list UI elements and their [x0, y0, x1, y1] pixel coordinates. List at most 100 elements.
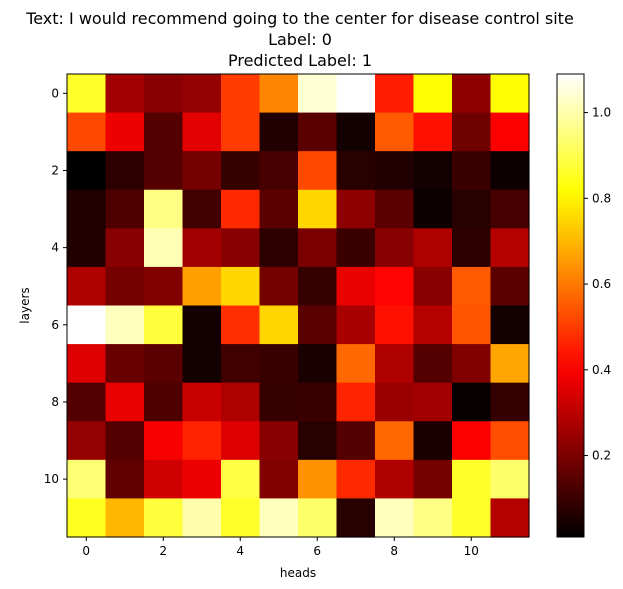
heatmap-cells [67, 74, 530, 538]
heatmap-cell [490, 344, 530, 384]
heatmap-cell [452, 189, 492, 229]
heatmap-cell [413, 305, 453, 345]
heatmap-cell [182, 74, 222, 114]
heatmap-cell [144, 459, 184, 500]
colorbar [556, 73, 585, 538]
heatmap-cell [336, 344, 376, 384]
heatmap-cell [259, 228, 299, 268]
heatmap-cell [105, 498, 145, 538]
colorbar-tick-label: 0.2 [592, 449, 611, 463]
heatmap-cell [259, 382, 299, 422]
heatmap-cell [413, 266, 453, 307]
heatmap-cell [375, 305, 415, 345]
x-tick-label: 6 [313, 544, 321, 558]
heatmap-cell [452, 305, 492, 345]
heatmap-cell [413, 459, 453, 500]
y-tick-label: 4 [51, 241, 59, 255]
heatmap-cell [298, 112, 338, 152]
colorbar-tick-label: 0.8 [592, 191, 611, 205]
heatmap-cell [221, 382, 261, 422]
heatmap-cell [452, 151, 492, 191]
heatmap-cell [413, 382, 453, 422]
heatmap-cell [336, 382, 376, 422]
heatmap-cell [298, 189, 338, 229]
heatmap-cell [452, 382, 492, 422]
heatmap-cell [182, 344, 222, 384]
y-tick-label: 8 [51, 395, 59, 409]
heatmap-cell [490, 305, 530, 345]
heatmap-cell [67, 498, 107, 538]
heatmap-cell [375, 228, 415, 268]
heatmap-cell [259, 74, 299, 114]
heatmap-cell [452, 112, 492, 152]
heatmap-cell [336, 228, 376, 268]
heatmap-cell [375, 382, 415, 422]
colorbar-tick-label: 0.4 [592, 363, 611, 377]
heatmap-cell [259, 498, 299, 538]
heatmap-cell [490, 228, 530, 268]
heatmap-cell [375, 498, 415, 538]
heatmap-cell [259, 266, 299, 307]
heatmap-cell [144, 421, 184, 461]
heatmap-cell [490, 498, 530, 538]
heatmap-cell [221, 266, 261, 307]
heatmap-cell [182, 112, 222, 152]
heatmap-cell [144, 382, 184, 422]
heatmap-cell [413, 228, 453, 268]
heatmap-cell [452, 74, 492, 114]
heatmap-cell [298, 382, 338, 422]
heatmap-cell [336, 189, 376, 229]
heatmap-cell [375, 421, 415, 461]
heatmap-cell [298, 151, 338, 191]
heatmap-cell [298, 266, 338, 307]
heatmap-cell [221, 344, 261, 384]
x-tick-label: 2 [159, 544, 167, 558]
heatmap-cell [182, 266, 222, 307]
heatmap-cell [105, 112, 145, 152]
heatmap-cell [413, 421, 453, 461]
heatmap-cell [375, 74, 415, 114]
heatmap-cell [221, 112, 261, 152]
heatmap-cell [221, 305, 261, 345]
heatmap-cell [490, 382, 530, 422]
heatmap-cell [182, 228, 222, 268]
heatmap-cell [452, 459, 492, 500]
heatmap-cell [105, 421, 145, 461]
heatmap-cell [336, 74, 376, 114]
heatmap-cell [67, 189, 107, 229]
heatmap-cell [259, 151, 299, 191]
heatmap-cell [105, 266, 145, 307]
heatmap-cell [452, 228, 492, 268]
heatmap-cell [259, 112, 299, 152]
y-axis-ticks: 0 2 4 6 8 10 [44, 86, 67, 486]
heatmap-cell [221, 421, 261, 461]
heatmap-cell [259, 459, 299, 500]
heatmap-cell [67, 74, 107, 114]
heatmap-cell [144, 228, 184, 268]
heatmap-cell [490, 112, 530, 152]
heatmap-cell [259, 305, 299, 345]
x-tick-label: 10 [464, 544, 479, 558]
heatmap-cell [144, 266, 184, 307]
heatmap-cell [336, 459, 376, 500]
heatmap-cell [67, 112, 107, 152]
heatmap-cell [221, 74, 261, 114]
colorbar-ticks: 0.2 0.4 0.6 0.8 1.0 [584, 106, 611, 463]
title-line-3: Predicted Label: 1 [228, 51, 372, 70]
heatmap-cell [144, 112, 184, 152]
heatmap-cell [259, 421, 299, 461]
heatmap-cell [336, 151, 376, 191]
heatmap-cell [490, 421, 530, 461]
heatmap-cell [413, 189, 453, 229]
heatmap-cell [221, 189, 261, 229]
x-tick-label: 4 [236, 544, 244, 558]
heatmap-cell [452, 498, 492, 538]
heatmap-cell [375, 266, 415, 307]
heatmap-cell [144, 344, 184, 384]
y-tick-label: 6 [51, 318, 59, 332]
heatmap-cell [490, 266, 530, 307]
heatmap-cell [105, 228, 145, 268]
heatmap-cell [336, 421, 376, 461]
heatmap-cell [375, 151, 415, 191]
